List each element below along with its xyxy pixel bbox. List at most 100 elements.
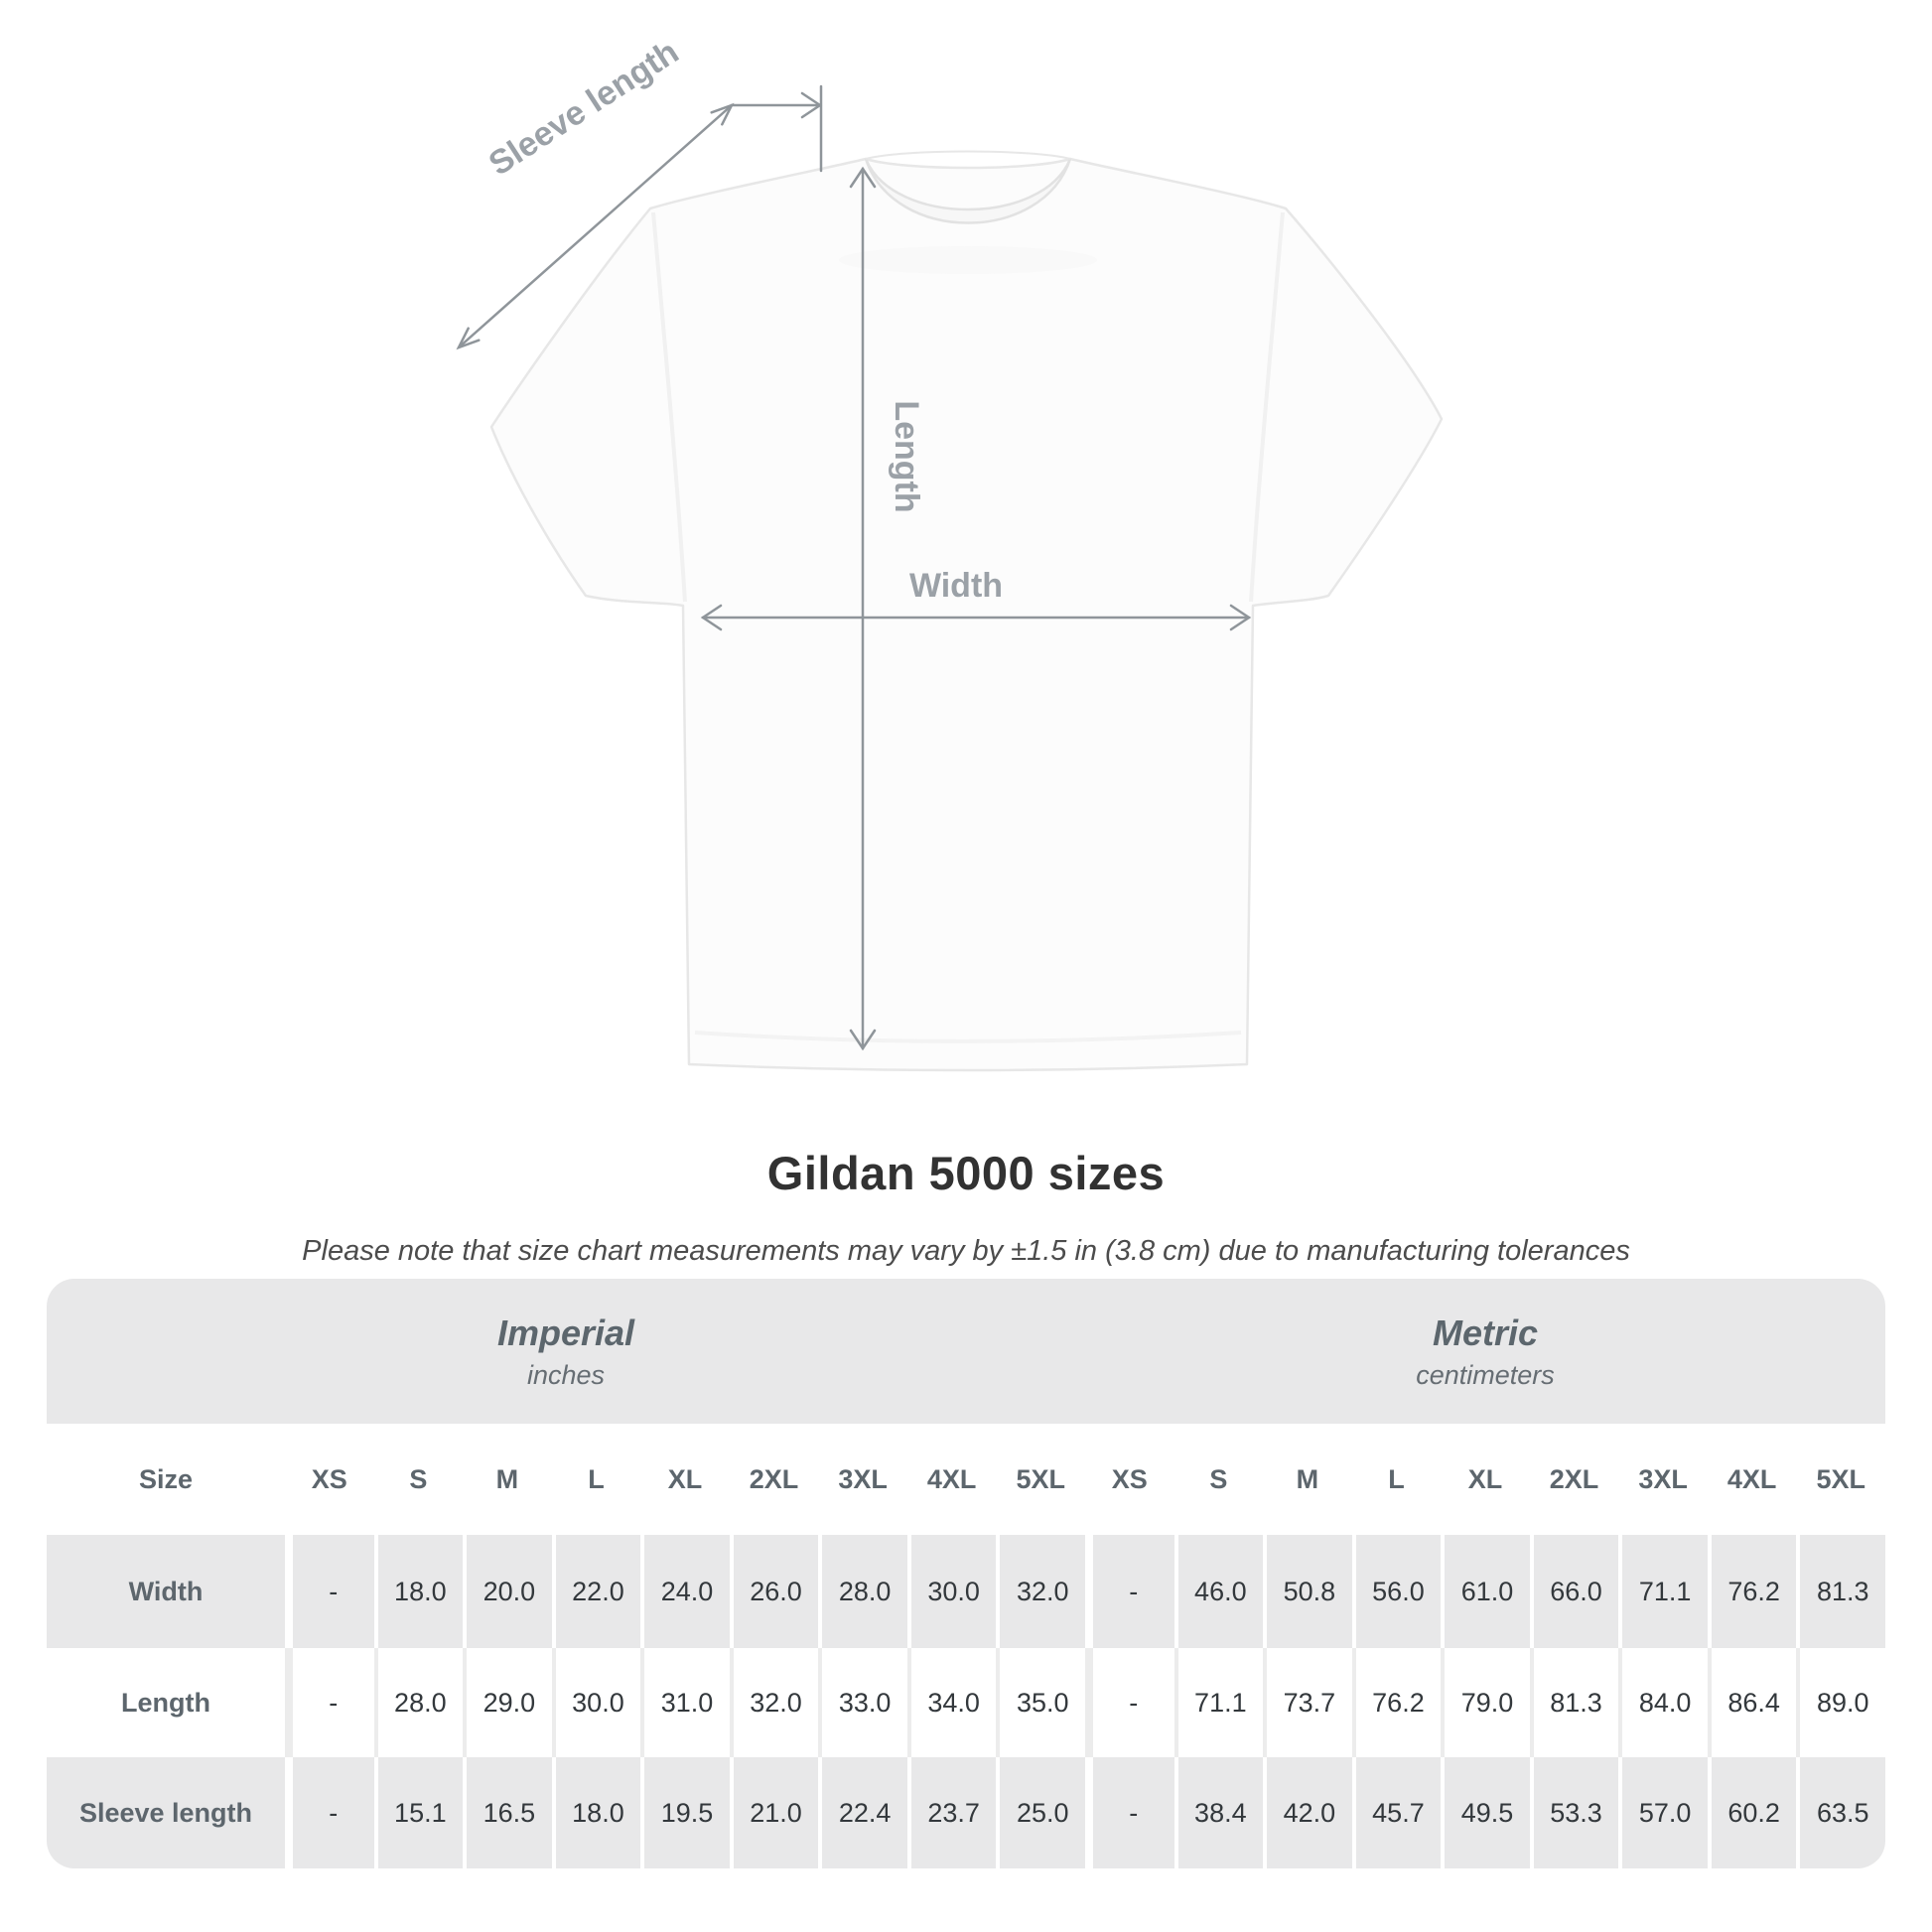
- col-header-imperial-xl: XL: [667, 1463, 703, 1494]
- metric-unit: centimeters: [1416, 1359, 1555, 1390]
- cell-width-imperial-xl: 24.0: [640, 1535, 730, 1648]
- cell-sleeve-length-metric-xs: -: [1085, 1757, 1174, 1868]
- cell-width-metric-m: 50.8: [1263, 1535, 1352, 1648]
- cell-width-metric-l: 56.0: [1351, 1535, 1442, 1648]
- cell-width-imperial-s: 18.0: [373, 1535, 464, 1648]
- cell-sleeve-length-metric-2xl: 53.3: [1529, 1757, 1619, 1868]
- cell-sleeve-length-imperial-4xl: 23.7: [906, 1757, 997, 1868]
- row-label-sleeve-length: Sleeve length: [78, 1797, 253, 1828]
- length-arrow: [849, 166, 877, 1051]
- col-header-imperial-s: S: [409, 1463, 428, 1494]
- cell-sleeve-length-imperial-3xl: 22.4: [818, 1757, 907, 1868]
- cell-width-imperial-4xl: 30.0: [906, 1535, 997, 1648]
- cell-width-imperial-3xl: 28.0: [818, 1535, 907, 1648]
- col-header-metric-s: S: [1209, 1463, 1228, 1494]
- cell-width-imperial-5xl: 32.0: [996, 1535, 1085, 1648]
- cell-width-imperial-m: 20.0: [463, 1535, 552, 1648]
- length-label: Length: [888, 400, 925, 512]
- cell-length-metric-l: 76.2: [1351, 1648, 1442, 1757]
- cell-sleeve-length-imperial-xs: -: [285, 1757, 374, 1868]
- cell-width-imperial-2xl: 26.0: [729, 1535, 819, 1648]
- cell-length-imperial-s: 28.0: [373, 1648, 464, 1757]
- cell-length-metric-xl: 79.0: [1441, 1648, 1530, 1757]
- table-row-width: Width -18.0 20.0 22.0 24.0 26.0 28.0 30.0 32.0-4…: [47, 1535, 1885, 1648]
- col-header-metric-l: L: [1388, 1463, 1405, 1494]
- cell-sleeve-length-imperial-s: 15.1: [373, 1757, 464, 1868]
- cell-width-metric-5xl: 81.3: [1796, 1535, 1885, 1648]
- width-label: Width: [909, 567, 1003, 605]
- col-header-imperial-4xl: 4XL: [926, 1463, 977, 1494]
- row-label-length: Length: [121, 1687, 210, 1718]
- col-header-imperial-m: M: [495, 1463, 519, 1494]
- col-header-imperial-2xl: 2XL: [749, 1463, 799, 1494]
- table-row-sleeve-length: Sleeve length -15.1 16.5 18.0 19.5 21.0 22.4 23…: [47, 1757, 1885, 1868]
- table-row-length: Length -28.0 29.0 30.0 31.0 32.0 33.0 34.0 35.0-…: [47, 1648, 1885, 1757]
- cell-length-imperial-5xl: 35.0: [996, 1648, 1085, 1757]
- collar-shadow: [839, 246, 1097, 274]
- width-arrow: [700, 604, 1252, 631]
- size-header-row: Size XS S M L XL 2XL 3XL 4XL 5XL XS S M L XL 2XL 3XL 4XL 5…: [47, 1424, 1885, 1535]
- cell-sleeve-length-imperial-xl: 19.5: [640, 1757, 730, 1868]
- cell-length-imperial-3xl: 33.0: [818, 1648, 907, 1757]
- cell-length-metric-s: 71.1: [1173, 1648, 1264, 1757]
- cell-width-metric-3xl: 71.1: [1618, 1535, 1708, 1648]
- col-header-metric-xl: XL: [1467, 1463, 1503, 1494]
- cell-sleeve-length-imperial-m: 16.5: [463, 1757, 552, 1868]
- cell-width-metric-xl: 61.0: [1441, 1535, 1530, 1648]
- cell-length-imperial-2xl: 32.0: [729, 1648, 819, 1757]
- cell-sleeve-length-metric-m: 42.0: [1263, 1757, 1352, 1868]
- unit-group-band: Imperial inches Metric centimeters: [47, 1279, 1885, 1424]
- col-header-metric-3xl: 3XL: [1638, 1463, 1688, 1494]
- measurement-lines: [456, 84, 1252, 1051]
- tolerance-note: Please note that size chart measurements…: [302, 1235, 1630, 1267]
- cell-length-metric-xs: -: [1085, 1648, 1174, 1757]
- cell-sleeve-length-imperial-5xl: 25.0: [996, 1757, 1085, 1868]
- row-label-width: Width: [128, 1576, 204, 1606]
- cell-length-imperial-m: 29.0: [463, 1648, 552, 1757]
- cell-length-metric-4xl: 86.4: [1707, 1648, 1797, 1757]
- col-header-imperial-xs: XS: [311, 1463, 347, 1494]
- col-header-metric-4xl: 4XL: [1726, 1463, 1777, 1494]
- tshirt-silhouette: [489, 150, 1444, 1072]
- cell-length-imperial-xl: 31.0: [640, 1648, 730, 1757]
- cell-length-metric-2xl: 81.3: [1529, 1648, 1619, 1757]
- imperial-group-header: Imperial inches: [47, 1279, 1085, 1424]
- cell-length-metric-5xl: 89.0: [1796, 1648, 1885, 1757]
- cell-sleeve-length-imperial-l: 18.0: [551, 1757, 641, 1868]
- cell-sleeve-length-metric-4xl: 60.2: [1707, 1757, 1797, 1868]
- tshirt-graphic: Sleeve length Length Width: [456, 33, 1444, 1072]
- cell-width-metric-2xl: 66.0: [1529, 1535, 1619, 1648]
- sleeve-length-arrow: [456, 84, 823, 350]
- sleeve-length-label: Sleeve length: [483, 33, 686, 183]
- cell-width-metric-xs: -: [1085, 1535, 1174, 1648]
- size-column-header: Size: [138, 1463, 194, 1494]
- cell-width-imperial-l: 22.0: [551, 1535, 641, 1648]
- size-table: Imperial inches Metric centimeters Size X…: [47, 1279, 1885, 1868]
- metric-group-header: Metric centimeters: [1085, 1279, 1885, 1424]
- cell-sleeve-length-metric-3xl: 57.0: [1618, 1757, 1708, 1868]
- cell-width-imperial-xs: -: [285, 1535, 374, 1648]
- cell-sleeve-length-metric-s: 38.4: [1173, 1757, 1264, 1868]
- cell-sleeve-length-metric-xl: 49.5: [1441, 1757, 1530, 1868]
- cell-width-metric-s: 46.0: [1173, 1535, 1264, 1648]
- col-header-imperial-5xl: 5XL: [1016, 1463, 1065, 1494]
- cell-width-metric-4xl: 76.2: [1707, 1535, 1797, 1648]
- col-header-metric-xs: XS: [1111, 1463, 1148, 1494]
- page-title: Gildan 5000 sizes: [766, 1147, 1166, 1199]
- imperial-label: Imperial: [496, 1311, 635, 1353]
- col-header-imperial-3xl: 3XL: [838, 1463, 888, 1494]
- cell-length-imperial-4xl: 34.0: [906, 1648, 997, 1757]
- tshirt-diagram: Sleeve length Length Width: [456, 33, 1444, 1072]
- col-header-imperial-l: L: [588, 1463, 605, 1494]
- cell-sleeve-length-metric-l: 45.7: [1351, 1757, 1442, 1868]
- col-header-metric-2xl: 2XL: [1549, 1463, 1599, 1494]
- metric-label: Metric: [1432, 1311, 1539, 1353]
- cell-length-metric-3xl: 84.0: [1618, 1648, 1708, 1757]
- imperial-unit: inches: [526, 1359, 606, 1390]
- cell-sleeve-length-metric-5xl: 63.5: [1796, 1757, 1885, 1868]
- col-header-metric-m: M: [1296, 1463, 1319, 1494]
- cell-length-imperial-xs: -: [285, 1648, 374, 1757]
- cell-length-metric-m: 73.7: [1263, 1648, 1352, 1757]
- cell-length-imperial-l: 30.0: [551, 1648, 641, 1757]
